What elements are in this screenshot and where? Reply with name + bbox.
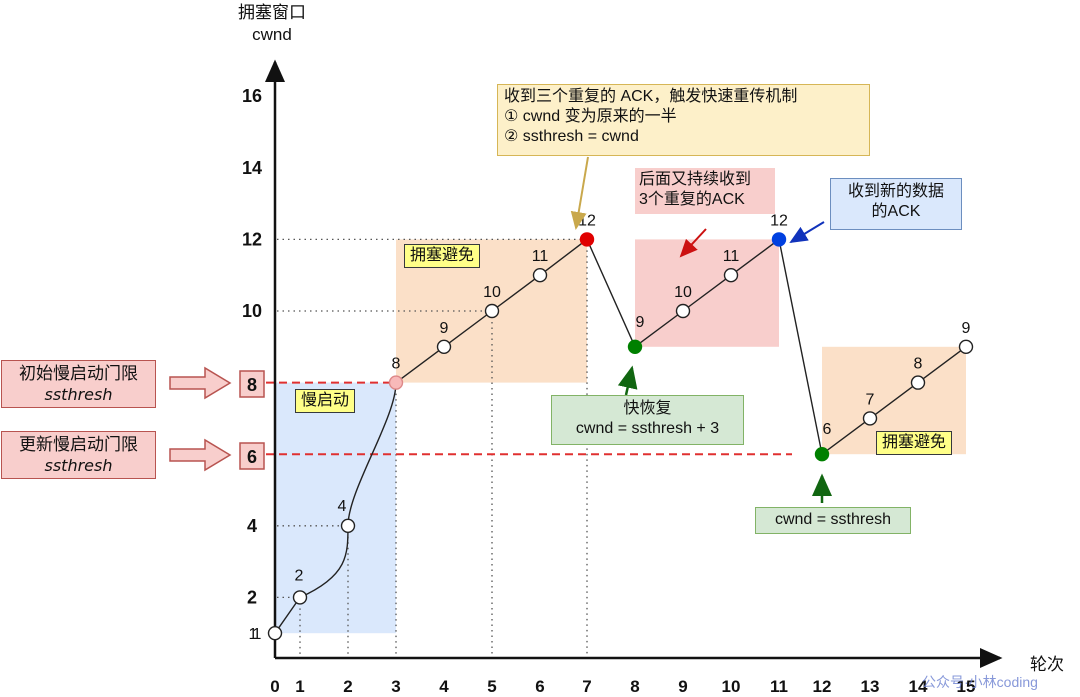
svg-text:8: 8 <box>914 356 923 373</box>
congestion-avoidance-tag: 拥塞避免 <box>404 244 481 268</box>
svg-text:12: 12 <box>242 229 262 249</box>
svg-text:6: 6 <box>823 421 832 438</box>
svg-text:8: 8 <box>630 677 639 696</box>
svg-text:8: 8 <box>392 356 401 373</box>
note-line: 初始慢启动门限 <box>19 364 138 383</box>
svg-text:2: 2 <box>295 567 304 584</box>
initial-threshold-label: 初始慢启动门限 ssthresh <box>1 360 156 408</box>
svg-text:8: 8 <box>247 375 257 395</box>
data-point <box>436 339 452 354</box>
congestion-avoidance-tag: 拥塞避免 <box>876 431 953 455</box>
svg-text:4: 4 <box>247 516 257 536</box>
note-line: ssthresh <box>44 456 113 475</box>
note-line: 后面又持续收到 <box>639 171 752 188</box>
svg-text:6: 6 <box>247 447 257 467</box>
y-axis-title: 拥塞窗口 cwnd <box>232 2 312 46</box>
data-point <box>267 626 283 641</box>
svg-text:1: 1 <box>253 626 262 643</box>
data-point <box>910 375 926 390</box>
svg-text:10: 10 <box>242 301 262 321</box>
data-point <box>388 375 404 390</box>
note-line: 收到新的数据 <box>847 183 944 200</box>
slow-start-region <box>275 382 396 634</box>
svg-text:15: 15 <box>957 677 976 696</box>
svg-text:9: 9 <box>678 677 687 696</box>
annotation-arrows: 8 6 <box>169 156 832 503</box>
svg-text:4: 4 <box>439 677 449 696</box>
svg-text:11: 11 <box>532 248 549 265</box>
svg-text:13: 13 <box>861 677 880 696</box>
x-axis-title: 轮次 <box>1030 655 1064 674</box>
dup-ack-again-note: 后面又持续收到 3个重复的ACK <box>635 168 775 214</box>
svg-text:6: 6 <box>535 677 544 696</box>
data-point <box>292 590 308 605</box>
note-line: 更新慢启动门限 <box>19 435 138 454</box>
data-point <box>340 518 356 533</box>
svg-text:3: 3 <box>391 677 400 696</box>
axis-tick-labels: 01234567891011121314151246810121416 <box>242 86 975 696</box>
svg-text:12: 12 <box>578 212 596 229</box>
svg-text:10: 10 <box>722 677 741 696</box>
svg-text:0: 0 <box>270 677 279 696</box>
svg-text:14: 14 <box>242 158 262 178</box>
data-point <box>723 268 739 283</box>
svg-text:12: 12 <box>813 677 832 696</box>
threshold-lines <box>266 381 792 456</box>
svg-text:11: 11 <box>723 248 740 265</box>
note-line: 的ACK <box>871 203 921 220</box>
svg-text:4: 4 <box>338 498 347 515</box>
svg-text:9: 9 <box>636 314 645 331</box>
updated-threshold-label: 更新慢启动门限 ssthresh <box>1 431 156 479</box>
data-point <box>532 268 548 283</box>
svg-text:10: 10 <box>483 284 501 301</box>
y-axis-title-en: cwnd <box>252 25 292 44</box>
svg-text:1: 1 <box>295 677 304 696</box>
data-point <box>771 232 787 247</box>
svg-text:5: 5 <box>487 677 496 696</box>
fast-recovery-note: 快恢复 cwnd = ssthresh + 3 <box>551 395 744 445</box>
note-line: ② ssthresh = cwnd <box>504 128 639 145</box>
svg-text:1: 1 <box>249 626 258 643</box>
data-point <box>579 232 595 247</box>
new-ack-note: 收到新的数据 的ACK <box>830 178 962 230</box>
y-axis-title-cn: 拥塞窗口 <box>238 3 306 22</box>
dotted-guides <box>277 238 588 658</box>
data-point <box>627 339 643 354</box>
data-point <box>958 339 974 354</box>
svg-text:11: 11 <box>770 677 788 696</box>
svg-text:9: 9 <box>440 320 449 337</box>
slow-start-tag: 慢启动 <box>295 389 356 413</box>
svg-text:2: 2 <box>343 677 352 696</box>
data-point <box>814 447 830 462</box>
note-line: 3个重复的ACK <box>639 191 745 208</box>
fast-retransmit-note: 收到三个重复的 ACK，触发快速重传机制 ① cwnd 变为原来的一半 ② ss… <box>497 84 870 156</box>
axes <box>265 59 1003 668</box>
svg-text:2: 2 <box>247 587 257 607</box>
data-point <box>675 303 691 319</box>
svg-text:7: 7 <box>866 391 875 408</box>
data-point <box>484 303 500 319</box>
note-line: 快恢复 <box>623 400 672 417</box>
svg-text:14: 14 <box>909 677 928 696</box>
note-line: ssthresh <box>44 385 113 404</box>
note-line: ① cwnd 变为原来的一半 <box>504 108 677 125</box>
svg-text:7: 7 <box>582 677 591 696</box>
note-line: cwnd = ssthresh + 3 <box>575 420 720 437</box>
svg-text:10: 10 <box>674 284 692 301</box>
watermark: 公众号·小林coding <box>922 674 1038 690</box>
svg-text:9: 9 <box>962 320 971 337</box>
svg-text:16: 16 <box>242 86 262 106</box>
svg-text:12: 12 <box>770 212 788 229</box>
note-line: 收到三个重复的 ACK，触发快速重传机制 <box>504 88 798 105</box>
cwnd-eq-ssthresh-note: cwnd = ssthresh <box>755 507 911 534</box>
data-point <box>862 411 878 426</box>
